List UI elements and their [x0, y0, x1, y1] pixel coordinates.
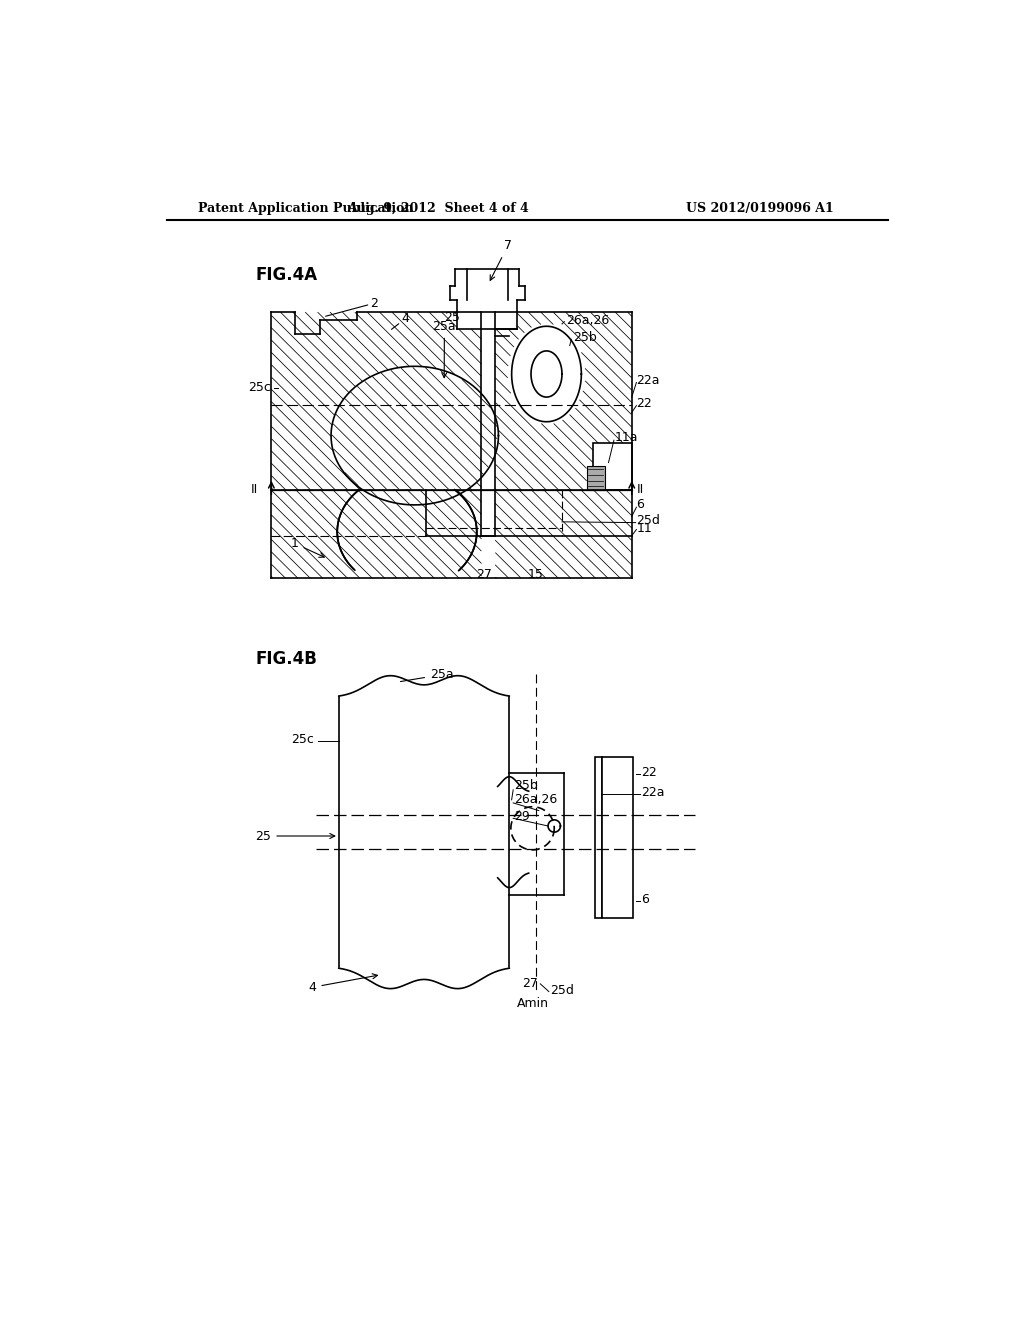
Text: Amin: Amin [516, 998, 549, 1010]
Text: 27: 27 [522, 977, 539, 990]
Text: 11a: 11a [614, 430, 638, 444]
Text: 1: 1 [291, 537, 325, 557]
Text: 25: 25 [444, 310, 460, 323]
Text: 6: 6 [641, 892, 649, 906]
Text: FIG.4A: FIG.4A [256, 267, 318, 284]
Text: 22: 22 [641, 767, 656, 779]
Text: 25a: 25a [400, 668, 454, 681]
Text: 15: 15 [527, 568, 544, 581]
Text: 25b: 25b [514, 779, 538, 792]
Text: 22a: 22a [636, 374, 659, 387]
Text: 22a: 22a [641, 785, 665, 799]
Text: 25a: 25a [432, 319, 457, 378]
Text: FIG.4B: FIG.4B [256, 649, 317, 668]
Text: 27: 27 [476, 568, 493, 581]
Bar [602, 758, 633, 919]
Text: 4: 4 [391, 312, 410, 330]
Text: Aug. 9, 2012  Sheet 4 of 4: Aug. 9, 2012 Sheet 4 of 4 [347, 202, 528, 215]
Text: 26a,26: 26a,26 [566, 314, 609, 326]
Text: Patent Application Publication: Patent Application Publication [198, 202, 414, 215]
Text: II: II [251, 483, 258, 496]
Text: 4: 4 [308, 974, 378, 994]
Polygon shape [587, 466, 604, 490]
Text: 22: 22 [636, 397, 652, 409]
Text: II: II [636, 483, 644, 496]
Bar [595, 758, 602, 919]
Text: 25c: 25c [248, 381, 271, 395]
Text: 25b: 25b [573, 330, 597, 343]
Text: 11: 11 [636, 521, 652, 535]
Text: US 2012/0199096 A1: US 2012/0199096 A1 [686, 202, 834, 215]
Text: 25d: 25d [636, 513, 660, 527]
Bar [593, 444, 632, 490]
Text: 25d: 25d [550, 983, 574, 997]
Text: 26a,26: 26a,26 [514, 793, 557, 807]
Text: 7: 7 [490, 239, 512, 280]
Text: 29: 29 [514, 810, 529, 824]
Text: 6: 6 [636, 499, 644, 511]
Text: 2: 2 [326, 297, 379, 317]
Text: 25: 25 [256, 829, 335, 842]
Text: 25c: 25c [291, 733, 313, 746]
